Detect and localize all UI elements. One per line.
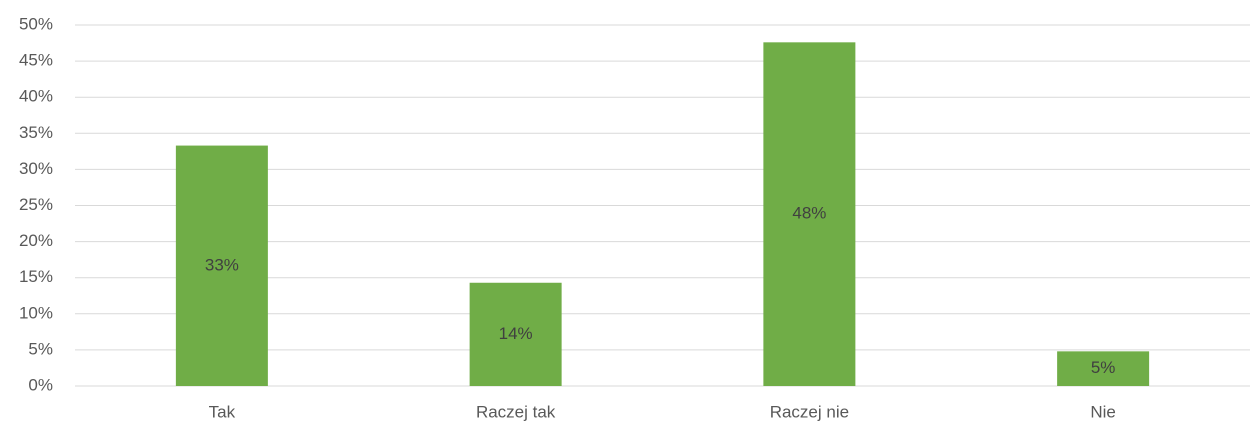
- x-tick-label: Raczej tak: [476, 402, 556, 421]
- y-tick-label: 10%: [19, 303, 53, 322]
- x-tick-label: Nie: [1090, 402, 1116, 421]
- y-tick-label: 50%: [19, 14, 53, 33]
- bar: [175, 145, 268, 386]
- value-label: 48%: [792, 204, 826, 223]
- value-label: 14%: [499, 324, 533, 343]
- bar: [763, 42, 856, 386]
- value-label: 33%: [205, 255, 239, 274]
- x-tick-label: Raczej nie: [770, 402, 849, 421]
- y-tick-label: 30%: [19, 159, 53, 178]
- y-tick-label: 45%: [19, 51, 53, 70]
- y-tick-label: 25%: [19, 195, 53, 214]
- bar: [1057, 351, 1150, 386]
- x-tick-label: Tak: [209, 402, 236, 421]
- bar: [469, 282, 562, 386]
- y-tick-label: 5%: [28, 339, 53, 358]
- y-tick-label: 0%: [28, 375, 53, 394]
- y-tick-label: 35%: [19, 123, 53, 142]
- y-tick-label: 20%: [19, 231, 53, 250]
- y-tick-label: 15%: [19, 267, 53, 286]
- y-tick-label: 40%: [19, 87, 53, 106]
- value-label: 5%: [1091, 358, 1116, 377]
